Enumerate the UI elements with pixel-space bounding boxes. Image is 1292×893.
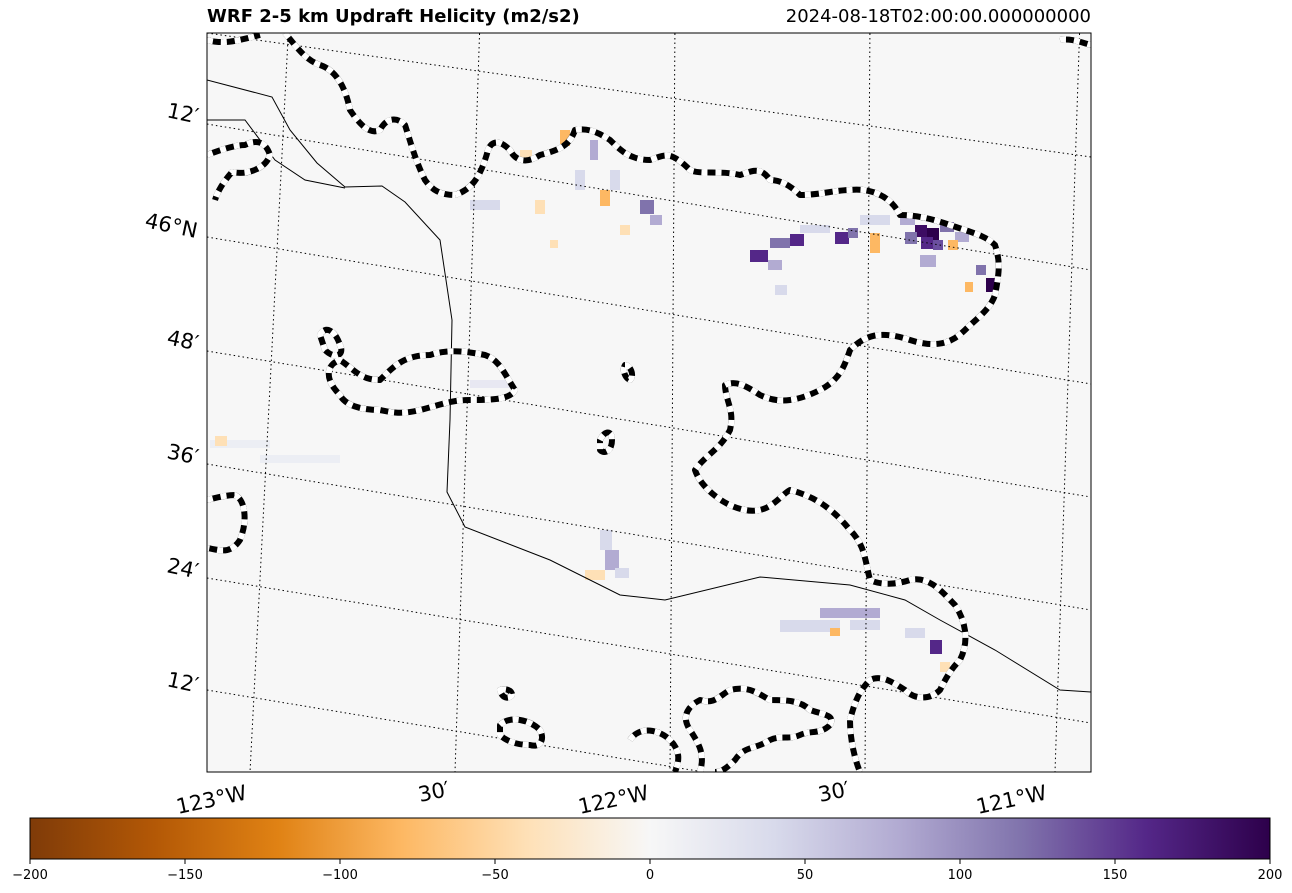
contour-outline (207, 33, 1091, 772)
state-borders (207, 79, 1091, 693)
colorbar-tick-label: 100 (948, 868, 973, 883)
valid-time: 2024-08-18T02:00:00.000000000 (785, 6, 1091, 27)
colorbar-gradient (29, 817, 1271, 860)
colorbar-tick-label: 200 (1258, 868, 1283, 883)
colorbar-tick-label: 0 (646, 868, 654, 883)
map-title: WRF 2-5 km Updraft Helicity (m2/s2) (207, 6, 580, 27)
colorbar-tick-label: 50 (797, 868, 814, 883)
colorbar-tick-label: 150 (1103, 868, 1128, 883)
colorbar-tick-label: −100 (322, 868, 358, 883)
graticule (207, 33, 1091, 772)
colorbar-tick-label: −150 (167, 868, 203, 883)
map-frame (206, 32, 1092, 773)
map-background (207, 33, 1091, 772)
colorbar-tick-label: −50 (481, 868, 508, 883)
colorbar-tick-label: −200 (12, 868, 48, 883)
